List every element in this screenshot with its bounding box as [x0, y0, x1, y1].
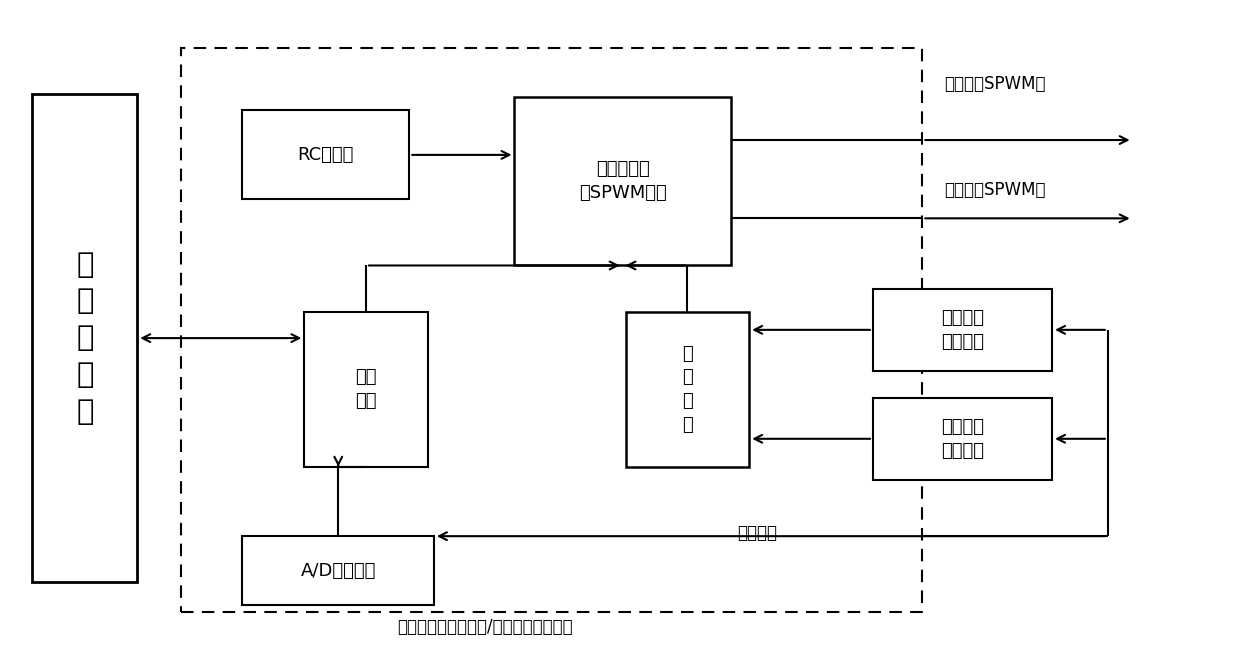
Bar: [305, 312, 427, 467]
Bar: [514, 97, 731, 265]
Text: 轨道电源SPWM波: 轨道电源SPWM波: [944, 75, 1046, 93]
Text: 来自逆变电源的轨道/局部电源采集信号: 来自逆变电源的轨道/局部电源采集信号: [396, 619, 572, 636]
Text: 带死区控制
的SPWM单元: 带死区控制 的SPWM单元: [579, 160, 667, 202]
Bar: [873, 398, 1052, 480]
Bar: [626, 312, 750, 467]
Text: 中
断
单
元: 中 断 单 元: [683, 345, 693, 434]
Text: 串
口
显
示
屏: 串 口 显 示 屏: [76, 251, 94, 426]
Text: 局部电源
保护电路: 局部电源 保护电路: [942, 418, 984, 459]
Text: 局部电源SPWM波: 局部电源SPWM波: [944, 180, 1046, 198]
Bar: [873, 288, 1052, 371]
Text: 局部电源
保护电路: 局部电源 保护电路: [942, 309, 984, 351]
Text: A/D转换单元: A/D转换单元: [301, 562, 375, 580]
Text: 逆变驱动: 逆变驱动: [737, 524, 777, 542]
Bar: [181, 48, 922, 612]
Text: 串口
单元: 串口 单元: [356, 369, 377, 410]
Bar: [243, 536, 434, 605]
Bar: [243, 110, 409, 200]
Bar: [32, 94, 138, 582]
Text: RC震荡器: RC震荡器: [297, 146, 354, 164]
